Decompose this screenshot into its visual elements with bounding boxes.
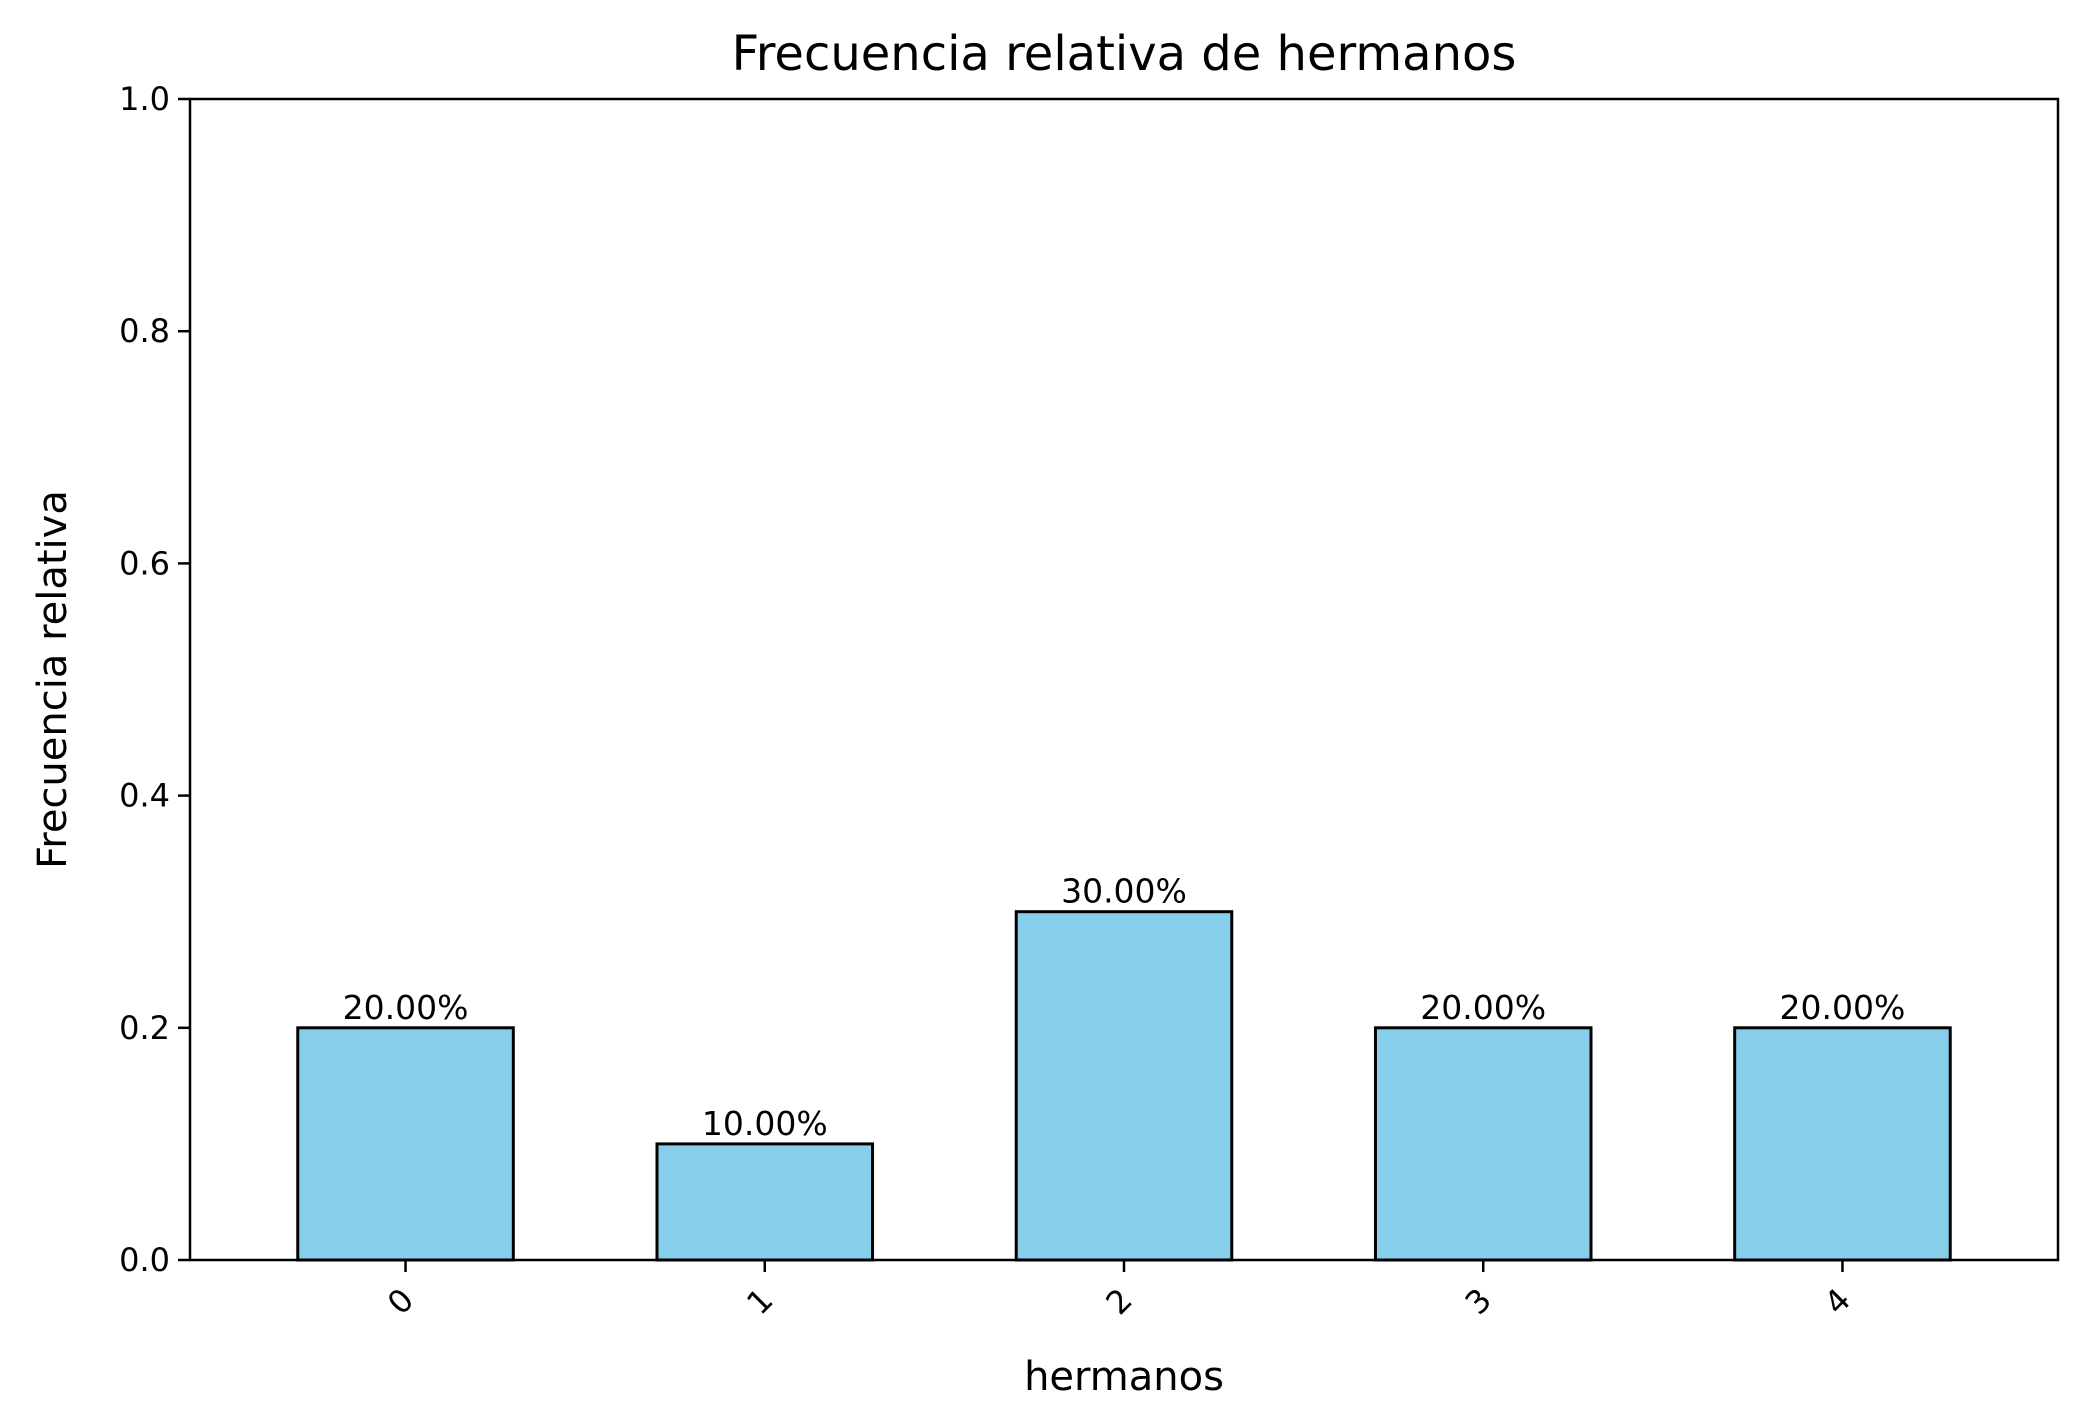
bar-label-3: 20.00% xyxy=(1420,988,1546,1027)
bar-label-4: 20.00% xyxy=(1780,988,1906,1027)
bar-3 xyxy=(1373,1026,1593,1262)
y-tick-label: 0.0 xyxy=(119,1241,170,1279)
x-axis-title: hermanos xyxy=(1024,1354,1224,1400)
bar-label-2: 30.00% xyxy=(1061,872,1187,911)
bar-label-0: 20.00% xyxy=(343,988,469,1027)
bar-label-1: 10.00% xyxy=(702,1104,828,1143)
y-axis-title: Frecuencia relativa xyxy=(30,490,76,869)
bar-labels-group: 20.00% 10.00% 30.00% 20.00% 20.00% xyxy=(343,872,1906,1143)
bars-group xyxy=(296,910,1952,1262)
y-tick-label: 0.2 xyxy=(119,1009,170,1047)
y-tick-label: 0.4 xyxy=(119,777,170,815)
bar-4 xyxy=(1733,1026,1952,1262)
plot-frame xyxy=(188,97,2060,1262)
bar-2 xyxy=(1014,910,1234,1262)
bar-1 xyxy=(655,1142,875,1262)
chart-title: Frecuencia relativa de hermanos xyxy=(732,26,1517,82)
bar-0 xyxy=(296,1026,515,1262)
y-tick-label: 1.0 xyxy=(119,80,170,118)
y-tick-label: 0.6 xyxy=(119,544,170,582)
y-axis: 0.0 0.2 0.4 0.6 0.8 1.0 xyxy=(119,80,190,1279)
y-tick-label: 0.8 xyxy=(119,312,170,350)
